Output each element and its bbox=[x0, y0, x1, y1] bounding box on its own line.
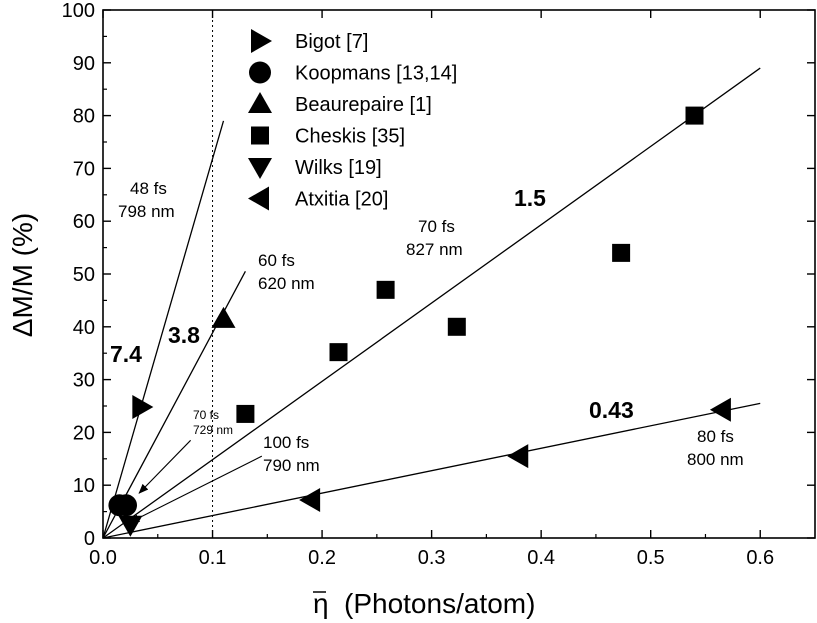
annotation-duration: 60 fs bbox=[258, 251, 295, 270]
annotation-wavelength: 798 nm bbox=[118, 202, 175, 221]
x-tick-label: 0.2 bbox=[308, 547, 336, 569]
x-tick-label: 0.6 bbox=[746, 547, 774, 569]
data-point-bigot bbox=[132, 395, 154, 420]
slope-label-1-5: 1.5 bbox=[514, 185, 546, 211]
data-point-koopmans bbox=[115, 494, 138, 517]
slope-label-7-4: 7.4 bbox=[110, 341, 142, 367]
x-tick-label: 0.4 bbox=[527, 547, 555, 569]
y-tick-label: 70 bbox=[73, 158, 95, 180]
legend-label-cheskis: Cheskis [35] bbox=[295, 126, 405, 148]
legend-label-beaurepaire: Beaurepaire [1] bbox=[295, 94, 432, 116]
legend-marker-beaurepaire bbox=[248, 92, 272, 113]
annotation-wavelength: 790 nm bbox=[263, 456, 320, 475]
x-axis-title-unit: (Photons/atom) bbox=[344, 588, 535, 619]
annotation-wavelength: 827 nm bbox=[406, 240, 463, 259]
legend-label-atxitia: Atxitia [20] bbox=[295, 189, 388, 211]
data-point-cheskis bbox=[376, 280, 395, 299]
data-point-atxitia bbox=[507, 444, 529, 469]
annotation-wavelength: 729 nm bbox=[193, 423, 233, 437]
data-point-beaurepaire bbox=[211, 306, 236, 328]
legend-marker-cheskis bbox=[251, 126, 269, 145]
data-point-cheskis bbox=[447, 317, 466, 336]
y-tick-label: 40 bbox=[73, 317, 95, 339]
data-point-cheskis bbox=[685, 106, 704, 125]
data-point-cheskis bbox=[236, 404, 255, 423]
x-tick-label: 0.5 bbox=[637, 547, 665, 569]
annotation-duration: 48 fs bbox=[130, 179, 167, 198]
y-axis-title: ΔM/M (%) bbox=[7, 213, 38, 337]
data-point-cheskis bbox=[612, 243, 631, 262]
legend-label-wilks: Wilks [19] bbox=[295, 157, 382, 179]
y-tick-label: 100 bbox=[62, 0, 95, 22]
legend-marker-koopmans bbox=[249, 61, 271, 84]
data-point-atxitia bbox=[299, 487, 321, 512]
annotation-duration: 70 fs bbox=[193, 408, 219, 422]
annotation-arrow bbox=[138, 439, 192, 494]
slope-label-0-43: 0.43 bbox=[589, 397, 634, 423]
y-tick-label: 50 bbox=[73, 264, 95, 286]
legend-label-koopmans: Koopmans [13,14] bbox=[295, 63, 457, 85]
y-tick-label: 60 bbox=[73, 211, 95, 233]
annotation-duration: 100 fs bbox=[263, 433, 309, 452]
legend-marker-wilks bbox=[248, 158, 272, 179]
data-point-wilks bbox=[118, 515, 143, 537]
legend-marker-bigot bbox=[251, 29, 272, 53]
y-tick-label: 80 bbox=[73, 106, 95, 128]
legend-marker-atxitia bbox=[248, 186, 269, 211]
annotation-arrow bbox=[129, 455, 263, 523]
y-tick-label: 20 bbox=[73, 422, 95, 444]
x-axis-title-symbol: η bbox=[313, 588, 329, 619]
annotation-duration: 70 fs bbox=[418, 217, 455, 236]
x-tick-label: 0.1 bbox=[199, 547, 227, 569]
fit-line-7-4 bbox=[102, 120, 225, 539]
annotation-wavelength: 800 nm bbox=[687, 450, 744, 469]
y-tick-label: 10 bbox=[73, 475, 95, 497]
annotation-duration: 80 fs bbox=[697, 427, 734, 446]
legend-label-bigot: Bigot [7] bbox=[295, 31, 368, 53]
x-tick-label: 0.0 bbox=[89, 547, 117, 569]
y-tick-label: 30 bbox=[73, 370, 95, 392]
y-tick-label: 0 bbox=[84, 528, 95, 550]
x-tick-label: 0.3 bbox=[418, 547, 446, 569]
annotation-wavelength: 620 nm bbox=[258, 274, 315, 293]
y-tick-label: 90 bbox=[73, 53, 95, 75]
fit-line-1-5 bbox=[102, 67, 761, 539]
data-point-cheskis bbox=[329, 343, 348, 362]
data-point-atxitia bbox=[709, 397, 731, 422]
slope-label-3-8: 3.8 bbox=[168, 322, 200, 348]
fit-line-0-43 bbox=[102, 402, 761, 539]
